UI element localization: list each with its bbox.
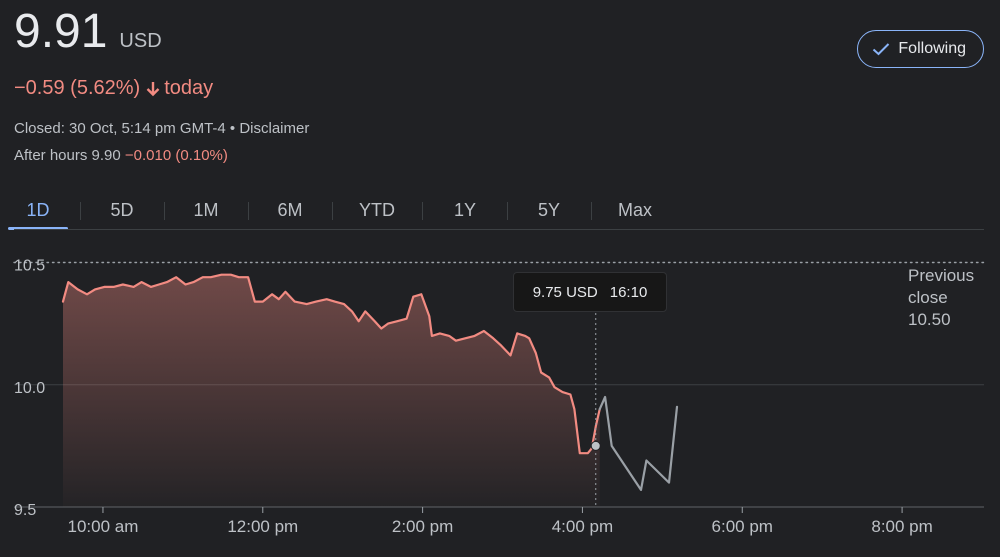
- chart-series-lines: [61, 273, 679, 491]
- check-icon: [872, 42, 890, 56]
- chart-axis-labels: 10.5 10.0 9.5 10:00 am 12:00 pm 2:00 pm 4:00 p…: [14, 258, 933, 537]
- tab-6m[interactable]: 6M: [277, 199, 303, 220]
- x-tick-label: 4:00 pm: [552, 517, 613, 536]
- x-tick-label: 6:00 pm: [712, 517, 773, 536]
- price-change: −0.59 (5.62%) today: [14, 77, 213, 100]
- regular-session-line: [61, 273, 601, 455]
- hover-marker: [590, 313, 601, 507]
- y-tick-label: 10.5: [14, 258, 45, 275]
- x-tick-label: 2:00 pm: [392, 517, 453, 536]
- previous-close-value: 10.50: [908, 310, 951, 329]
- after-hours-info: After hours 9.90 −0.010 (0.10%): [14, 147, 228, 164]
- range-tabs: 1D 5D 1M 6M YTD 1Y 5Y Max: [0, 192, 1000, 230]
- after-hours-price: After hours 9.90: [14, 147, 121, 164]
- regular-session-area: [63, 274, 600, 507]
- tab-divider: [164, 202, 165, 220]
- change-period: today: [164, 77, 214, 99]
- x-tick-label: 8:00 pm: [871, 517, 932, 536]
- tab-divider: [507, 202, 508, 220]
- tab-ytd[interactable]: YTD: [359, 199, 395, 220]
- previous-close-title: Previous: [908, 266, 975, 285]
- y-tick-label: 10.0: [14, 380, 45, 397]
- tooltip-price: 9.75 USD: [532, 283, 598, 301]
- tab-1y[interactable]: 1Y: [453, 199, 477, 220]
- price-header: 9.91 USD: [14, 8, 162, 56]
- x-tick-label: 12:00 pm: [227, 517, 298, 536]
- tooltip-time: 16:10: [609, 283, 648, 301]
- tab-max[interactable]: Max: [617, 199, 652, 220]
- following-button[interactable]: Following: [857, 30, 984, 68]
- after-hours-change: −0.010 (0.10%): [124, 147, 228, 164]
- tab-divider: [422, 202, 423, 220]
- hover-point: [590, 440, 601, 451]
- chart-area-fill: [63, 274, 600, 507]
- previous-close-subtitle: close: [908, 288, 948, 307]
- tabs-divider: [14, 229, 984, 230]
- previous-close-label: Previous close 10.50: [908, 265, 974, 331]
- y-tick-label: 9.5: [14, 502, 36, 519]
- tab-divider: [591, 202, 592, 220]
- change-value: −0.59 (5.62%): [14, 77, 141, 99]
- tab-1d[interactable]: 1D: [8, 192, 68, 230]
- tab-5y[interactable]: 5Y: [537, 199, 561, 220]
- currency-label: USD: [119, 30, 162, 52]
- tab-1m[interactable]: 1M: [193, 199, 219, 220]
- following-label: Following: [898, 40, 966, 57]
- chart-tooltip: 9.75 USD 16:10: [513, 272, 667, 312]
- tab-divider: [248, 202, 249, 220]
- after-hours-session-line: [598, 395, 679, 491]
- tab-5d[interactable]: 5D: [110, 199, 134, 220]
- market-status: Closed: 30 Oct, 5:14 pm GMT-4 • Disclaim…: [14, 120, 310, 137]
- x-tick-label: 10:00 am: [68, 517, 139, 536]
- tab-divider: [332, 202, 333, 220]
- current-price: 9.91: [14, 5, 108, 58]
- arrow-down-icon: [146, 81, 160, 97]
- tab-divider: [80, 202, 81, 220]
